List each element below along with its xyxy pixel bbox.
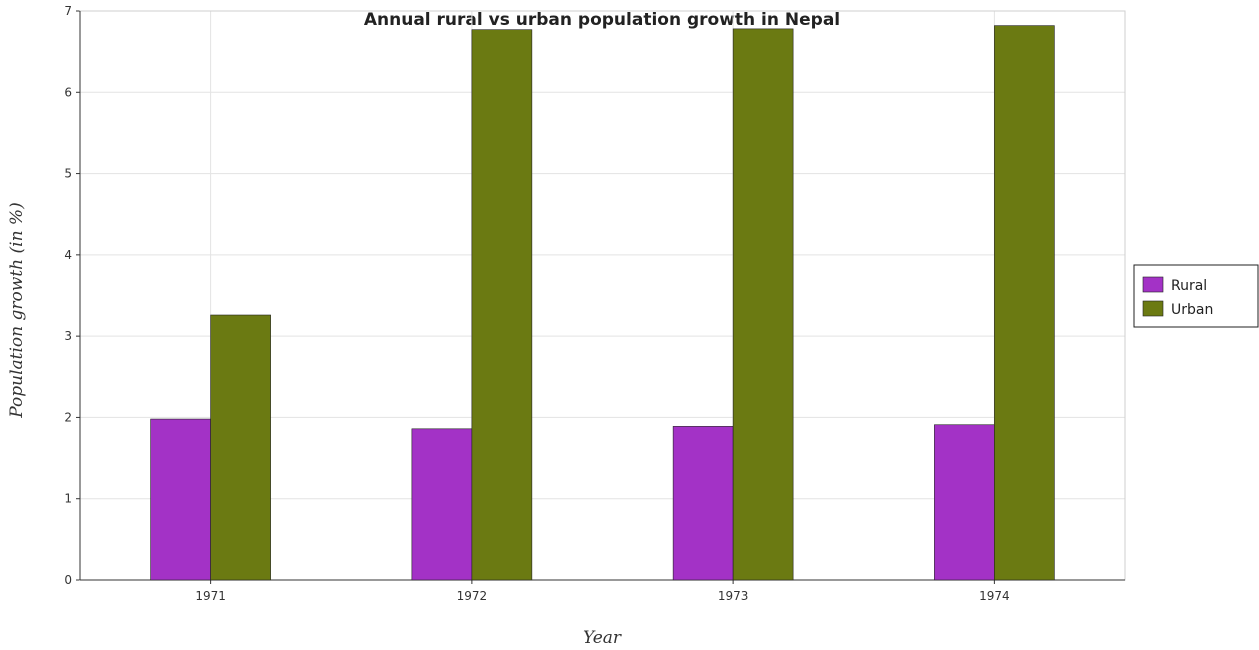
legend: Rural Urban bbox=[1133, 264, 1259, 328]
y-axis-label: Population growth (in %) bbox=[7, 202, 27, 418]
y-tick-label: 1 bbox=[64, 492, 72, 506]
y-tick-label: 5 bbox=[64, 167, 72, 181]
y-tick-label: 7 bbox=[64, 4, 72, 18]
bars bbox=[150, 25, 1055, 581]
x-tick-label: 1974 bbox=[979, 589, 1010, 603]
bar-rural-1971 bbox=[150, 418, 211, 581]
legend-label-rural: Rural bbox=[1171, 278, 1207, 294]
x-tick-label: 1973 bbox=[718, 589, 749, 603]
y-tick-label: 0 bbox=[64, 573, 72, 587]
bar-rural-1972 bbox=[411, 428, 473, 581]
bar-urban-1971 bbox=[210, 314, 271, 581]
bar-rural-1974 bbox=[934, 424, 995, 581]
x-tick-label: 1972 bbox=[457, 589, 488, 603]
bar-urban-1972 bbox=[471, 29, 533, 581]
y-tick-label: 3 bbox=[64, 329, 72, 343]
x-axis-label: Year bbox=[583, 628, 622, 648]
y-tick-label: 6 bbox=[64, 85, 72, 99]
tick-labels: 0 1 2 3 4 5 6 7 1971 1972 1973 1974 bbox=[64, 4, 1009, 603]
x-tick-label: 1971 bbox=[195, 589, 226, 603]
legend-swatch-urban bbox=[1142, 300, 1164, 317]
legend-box bbox=[1133, 264, 1259, 328]
bar-urban-1973 bbox=[732, 28, 794, 581]
chart-title: Annual rural vs urban population growth … bbox=[364, 10, 840, 30]
y-tick-label: 2 bbox=[64, 410, 72, 424]
legend-swatch-rural bbox=[1142, 276, 1164, 293]
y-tick-label: 4 bbox=[64, 248, 72, 262]
legend-label-urban: Urban bbox=[1171, 302, 1213, 318]
bar-urban-1974 bbox=[994, 25, 1055, 581]
bar-rural-1973 bbox=[672, 426, 734, 581]
